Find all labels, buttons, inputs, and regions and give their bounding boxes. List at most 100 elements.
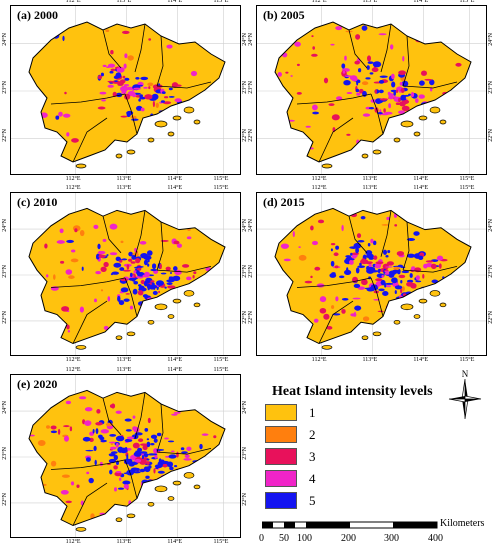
lat-tick-label: 23°N (488, 81, 494, 94)
scale-label: 100 (297, 533, 312, 544)
scale-label: 50 (279, 533, 289, 544)
legend-item: 4 (265, 470, 345, 489)
lon-tick-label: 115°E (213, 176, 229, 182)
lon-tick-label: 114°E (413, 0, 429, 4)
lon-tick-label: 114°E (413, 176, 429, 182)
lon-tick-label: 112°E (65, 185, 81, 191)
lat-tick-label: 23°N (488, 265, 494, 278)
lon-tick-label: 114°E (167, 176, 183, 182)
map-panel-2010: (c) 2010 (10, 192, 241, 356)
scale-bar: 0 50 100 200 300 400 Kilometers (258, 516, 496, 550)
heat-island-map (257, 193, 486, 355)
lon-tick-label: 112°E (65, 357, 81, 363)
panel-label: (e) 2020 (16, 377, 59, 391)
map-panel-2000: (a) 2000 (10, 5, 241, 175)
lat-tick-label: 22°N (488, 310, 494, 324)
lon-tick-label: 115°E (213, 0, 229, 4)
lon-tick-label: 115°E (459, 176, 475, 182)
legend-value: 5 (309, 493, 316, 508)
map-panel-2015: (d) 2015 (256, 192, 487, 356)
lat-tick-label: 23°N (2, 81, 8, 94)
lon-tick-label: 114°E (167, 357, 183, 363)
lat-tick-label: 22°N (248, 128, 254, 142)
lon-tick-label: 112°E (311, 185, 327, 191)
lon-tick-label: 113°E (116, 367, 132, 373)
legend-value: 3 (309, 449, 316, 464)
lon-tick-label: 112°E (311, 357, 327, 363)
lat-tick-label: 24°N (488, 219, 494, 232)
lon-tick-label: 113°E (362, 176, 378, 182)
lat-tick-label: 24°N (2, 219, 8, 232)
lon-tick-label: 113°E (116, 0, 132, 4)
lon-tick-label: 113°E (116, 185, 132, 191)
scale-label: 0 (259, 533, 264, 544)
lon-tick-label: 115°E (213, 357, 229, 363)
svg-text:N: N (462, 369, 469, 379)
panel-label: (a) 2000 (16, 8, 59, 22)
lat-tick-label: 23°N (248, 81, 254, 94)
lat-tick-label: 24°N (2, 33, 8, 47)
scale-label: 200 (341, 533, 356, 544)
lon-tick-label: 114°E (413, 357, 429, 363)
lon-tick-label: 113°E (116, 357, 132, 363)
lon-tick-label: 112°E (311, 176, 327, 182)
lat-tick-label: 23°N (248, 265, 254, 278)
lat-tick-label: 23°N (2, 265, 8, 278)
heat-island-map (11, 6, 240, 174)
lon-tick-label: 115°E (213, 539, 229, 545)
legend-swatch (265, 404, 297, 421)
lon-tick-label: 114°E (167, 185, 183, 191)
map-panel-2005: (b) 2005 (256, 5, 487, 175)
legend-swatch (265, 492, 297, 509)
lat-tick-label: 22°N (242, 492, 248, 506)
lat-tick-label: 24°N (248, 219, 254, 232)
legend-item: 1 (265, 404, 345, 423)
lon-tick-label: 112°E (65, 539, 81, 545)
legend-swatch (265, 470, 297, 487)
legend-item: 3 (265, 448, 345, 467)
lat-tick-label: 22°N (2, 310, 8, 324)
legend-item: 2 (265, 426, 345, 445)
lat-tick-label: 22°N (2, 128, 8, 142)
legend-value: 4 (309, 471, 316, 486)
lon-tick-label: 115°E (459, 357, 475, 363)
legend-value: 1 (309, 405, 316, 420)
lon-tick-label: 115°E (459, 185, 475, 191)
panel-label: (c) 2010 (16, 195, 59, 209)
lat-tick-label: 23°N (2, 447, 8, 460)
lat-tick-label: 22°N (248, 310, 254, 324)
lon-tick-label: 113°E (116, 539, 132, 545)
lon-tick-label: 113°E (362, 0, 378, 4)
lat-tick-label: 24°N (242, 401, 248, 414)
heat-island-map (11, 193, 240, 355)
scale-unit: Kilometers (440, 518, 485, 529)
lon-tick-label: 114°E (413, 185, 429, 191)
lon-tick-label: 114°E (167, 0, 183, 4)
lon-tick-label: 112°E (311, 0, 327, 4)
legend-swatch (265, 426, 297, 443)
lat-tick-label: 24°N (248, 33, 254, 47)
panel-label: (d) 2015 (262, 195, 306, 209)
lon-tick-label: 115°E (459, 0, 475, 4)
lon-tick-label: 113°E (116, 176, 132, 182)
north-arrow-icon: N (445, 368, 485, 420)
lon-tick-label: 113°E (362, 357, 378, 363)
lon-tick-label: 115°E (213, 185, 229, 191)
lon-tick-label: 115°E (213, 367, 229, 373)
heat-island-map (257, 6, 486, 174)
lon-tick-label: 112°E (65, 367, 81, 373)
lon-tick-label: 113°E (362, 185, 378, 191)
legend-item: 5 (265, 492, 345, 511)
lat-tick-label: 23°N (242, 447, 248, 460)
legend-value: 2 (309, 427, 316, 442)
lon-tick-label: 114°E (167, 367, 183, 373)
panel-label: (b) 2005 (262, 8, 306, 22)
lat-tick-label: 24°N (2, 401, 8, 414)
scale-label: 400 (428, 533, 443, 544)
lon-tick-label: 112°E (65, 176, 81, 182)
scale-label: 300 (384, 533, 399, 544)
lon-tick-label: 112°E (65, 0, 81, 4)
map-panel-2020: (e) 2020 (10, 374, 241, 538)
legend-title: Heat Island intensity levels (272, 384, 433, 399)
legend-swatch (265, 448, 297, 465)
